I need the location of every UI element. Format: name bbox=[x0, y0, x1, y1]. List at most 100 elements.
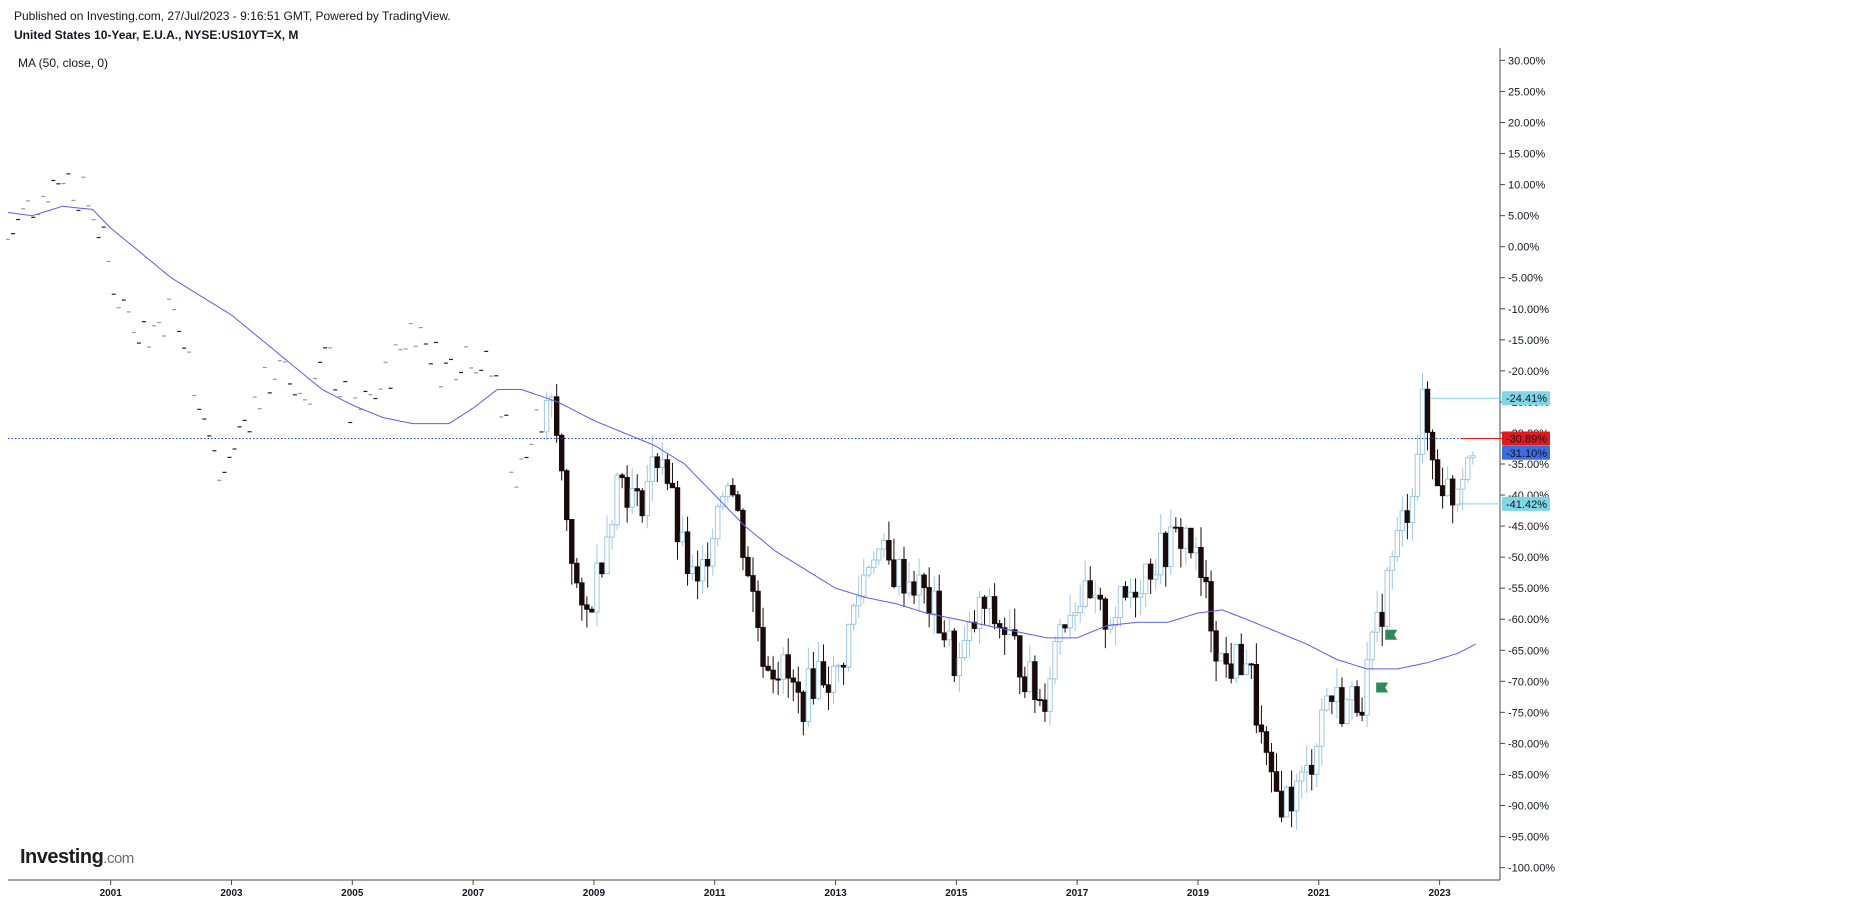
candle-body bbox=[1349, 686, 1355, 701]
candle-body bbox=[599, 562, 605, 575]
y-tick-label: 10.00% bbox=[1508, 180, 1546, 192]
price-badge bbox=[1502, 445, 1550, 460]
candle-body bbox=[659, 459, 666, 468]
y-tick-label: -45.00% bbox=[1508, 521, 1549, 533]
logo-suffix: .com bbox=[103, 850, 134, 867]
candle-body bbox=[1253, 664, 1260, 726]
candle-body bbox=[689, 566, 696, 575]
x-tick-label: 2017 bbox=[1066, 888, 1089, 899]
y-tick-label: -15.00% bbox=[1508, 335, 1549, 347]
candle-body bbox=[579, 582, 585, 606]
candle-body bbox=[876, 548, 882, 561]
candle-body bbox=[1354, 686, 1360, 713]
candle-body bbox=[1419, 388, 1426, 455]
candle-body bbox=[1152, 574, 1159, 580]
candle-body bbox=[1449, 478, 1456, 506]
candle-body bbox=[1112, 617, 1119, 627]
candle-body bbox=[951, 630, 958, 677]
candle-body bbox=[1404, 510, 1411, 523]
candle-body bbox=[1389, 556, 1395, 571]
event-flag bbox=[1376, 682, 1389, 693]
ma-line bbox=[7, 205, 1477, 670]
y-tick-label: 20.00% bbox=[1508, 118, 1546, 130]
x-tick-label: 2011 bbox=[704, 888, 726, 899]
price-badge-label: -30.89% bbox=[1506, 433, 1547, 445]
candle-body bbox=[614, 474, 620, 526]
candle-body bbox=[1092, 594, 1098, 599]
y-tick-label: 30.00% bbox=[1508, 55, 1546, 67]
candle-body bbox=[1218, 653, 1224, 662]
candle-body bbox=[1077, 605, 1083, 614]
y-tick-label: 0.00% bbox=[1508, 242, 1539, 254]
y-tick-label: -85.00% bbox=[1508, 769, 1549, 781]
price-badge-label: -24.41% bbox=[1506, 393, 1547, 405]
candle-body bbox=[886, 540, 892, 561]
candle-body bbox=[1142, 563, 1149, 595]
candle-body bbox=[699, 558, 706, 582]
candle-body bbox=[976, 596, 983, 629]
candle-body bbox=[835, 664, 842, 667]
x-tick-label: 2001 bbox=[100, 888, 123, 899]
candle-body bbox=[1062, 624, 1068, 629]
y-tick-label: 15.00% bbox=[1508, 149, 1546, 161]
candle-body bbox=[1097, 594, 1104, 600]
candle-body bbox=[1173, 526, 1179, 529]
y-tick-label: -95.00% bbox=[1508, 832, 1549, 844]
candle-body bbox=[649, 456, 656, 482]
x-tick-label: 2019 bbox=[1187, 888, 1210, 899]
candle-body bbox=[634, 488, 640, 492]
candle-body bbox=[1188, 527, 1194, 554]
candle-body bbox=[770, 669, 776, 680]
x-axis: 2001 2003 2005 2007 2009 2011 2013 2015 2017 2019… bbox=[100, 880, 1451, 899]
candle-body bbox=[1198, 547, 1204, 578]
candle-body bbox=[740, 509, 746, 558]
y-tick-label: -70.00% bbox=[1508, 676, 1549, 688]
candle-body bbox=[1233, 643, 1239, 679]
x-tick-label: 2023 bbox=[1428, 888, 1451, 899]
candle-body bbox=[986, 596, 993, 609]
candle-body bbox=[1374, 611, 1380, 633]
candle-body bbox=[1183, 527, 1189, 549]
candle-body bbox=[624, 477, 630, 508]
candle-body bbox=[1032, 661, 1038, 701]
y-tick-label: -10.00% bbox=[1508, 304, 1549, 316]
candle-body bbox=[664, 459, 671, 484]
candle-body bbox=[1394, 530, 1401, 558]
candle-body bbox=[674, 487, 681, 543]
candle-body bbox=[730, 484, 736, 496]
candle-body bbox=[1369, 631, 1375, 661]
y-tick-label: -90.00% bbox=[1508, 800, 1549, 812]
candle-body bbox=[961, 640, 968, 659]
candle-body bbox=[629, 488, 635, 508]
candle-body bbox=[850, 605, 857, 625]
candle-body bbox=[765, 665, 771, 671]
candle-body bbox=[669, 482, 676, 489]
event-flag bbox=[1385, 629, 1398, 640]
y-tick-label: -5.00% bbox=[1508, 273, 1543, 285]
candle-body bbox=[1158, 532, 1164, 576]
y-tick-label: -100.00% bbox=[1508, 863, 1555, 875]
ma-indicator-legend[interactable]: MA (50, close, 0) bbox=[18, 56, 109, 70]
candle-body bbox=[1042, 699, 1048, 712]
candle-body bbox=[750, 575, 756, 592]
y-tick-label: 25.00% bbox=[1508, 86, 1546, 98]
y-tick-label: -65.00% bbox=[1508, 645, 1549, 657]
candle-body bbox=[866, 567, 872, 576]
candle-body bbox=[654, 456, 661, 468]
candle-body bbox=[1263, 731, 1270, 753]
candle-body bbox=[1470, 455, 1476, 459]
candle-body bbox=[1107, 625, 1114, 630]
candle-body bbox=[815, 661, 822, 699]
x-tick-label: 2007 bbox=[462, 888, 485, 899]
candle-body bbox=[1117, 586, 1124, 619]
price-badge-label: -31.10% bbox=[1506, 448, 1547, 460]
candle-body bbox=[1288, 786, 1295, 812]
candle-body bbox=[780, 654, 786, 680]
candle-body bbox=[589, 608, 595, 613]
candle-body bbox=[901, 559, 907, 594]
candle-body bbox=[725, 484, 731, 498]
candle-body bbox=[644, 480, 650, 517]
candle-body bbox=[1329, 695, 1335, 702]
candle-body bbox=[946, 630, 953, 641]
